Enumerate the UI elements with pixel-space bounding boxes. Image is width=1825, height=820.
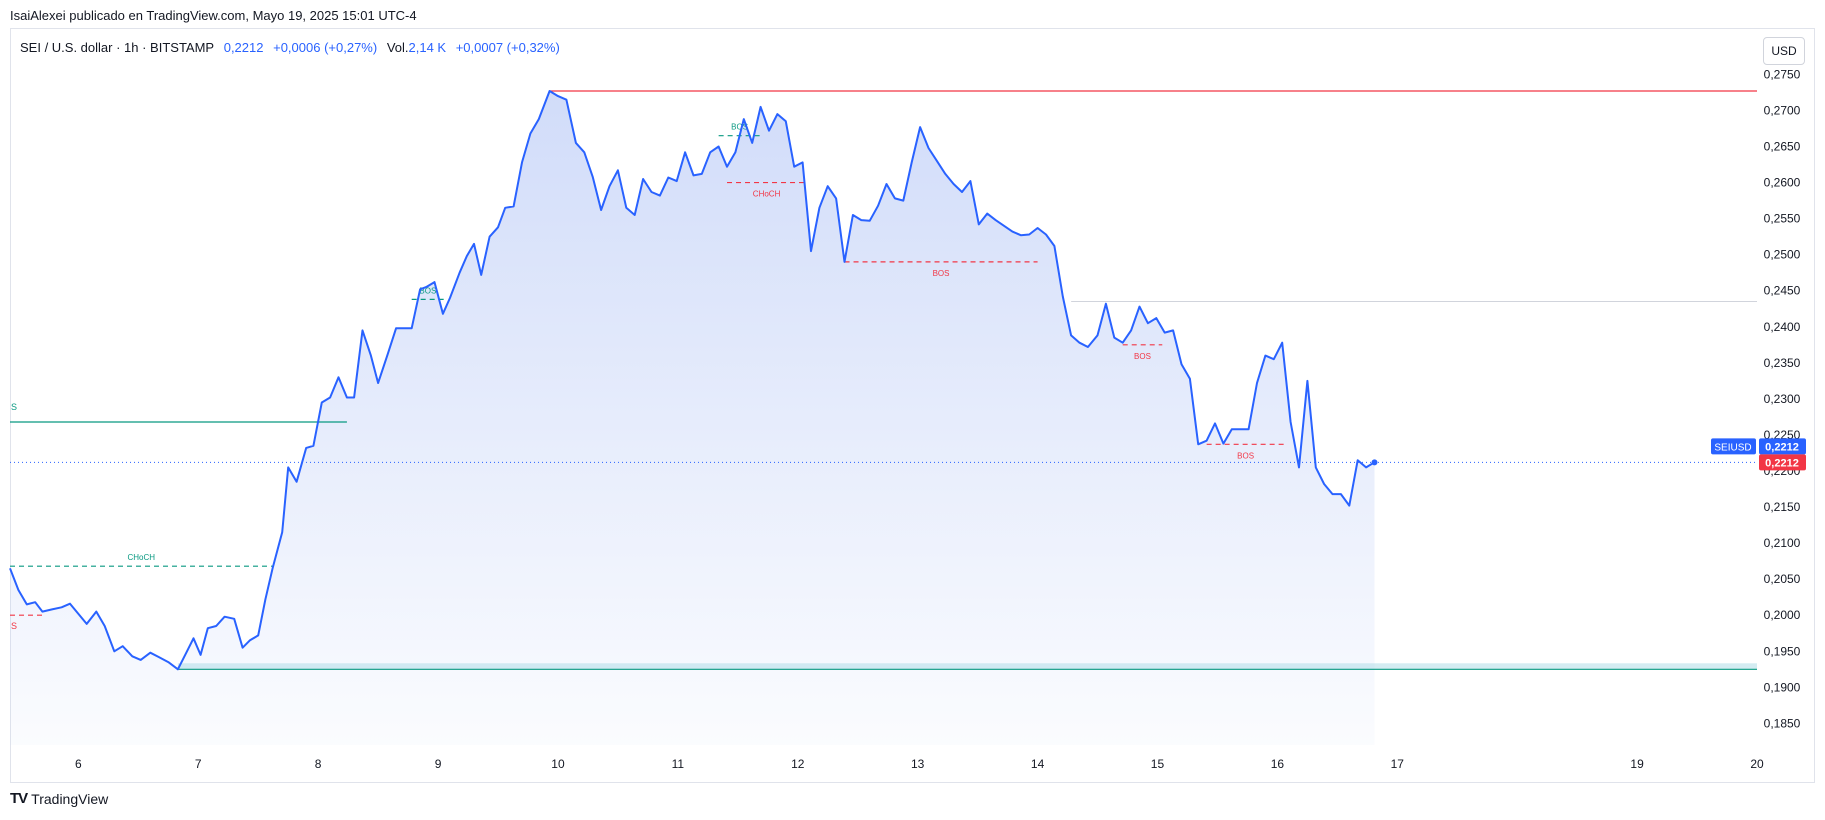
brand-name[interactable]: TradingView [31, 790, 109, 807]
y-tick-label: 0,2050 [1764, 572, 1801, 586]
x-tick-label: 12 [791, 757, 805, 771]
price-tag-value: 0,2212 [1765, 441, 1799, 453]
last-price-dot [1371, 459, 1378, 466]
price-change: +0,0006 (+0,27%) [273, 40, 378, 55]
tradingview-logo-icon[interactable]: TV [10, 790, 28, 807]
x-tick-label: 15 [1151, 757, 1165, 771]
x-tick-label: 10 [551, 757, 565, 771]
price-line [9, 90, 1376, 671]
y-tick-label: 0,2450 [1764, 284, 1801, 298]
y-tick-label: 0,2500 [1764, 248, 1801, 262]
annotation-bos-label: BOS [933, 269, 950, 278]
x-tick-label: 16 [1271, 757, 1285, 771]
y-tick-label: 0,2100 [1764, 536, 1801, 550]
close-tag-box [1759, 454, 1806, 471]
x-tick-label: 13 [911, 757, 925, 771]
x-tick-label: 6 [75, 757, 82, 771]
price-area [10, 91, 1375, 745]
y-tick-label: 0,2400 [1764, 320, 1801, 334]
annotation-s-label: S [11, 402, 17, 412]
symbol-legend: SEI / U.S. dollar · 1h · BITSTAMP 0,2212… [20, 40, 566, 55]
annotation-choch-label: CHoCH [753, 190, 781, 199]
y-tick-label: 0,2600 [1764, 176, 1801, 190]
x-tick-label: 8 [315, 757, 322, 771]
y-tick-label: 0,2550 [1764, 212, 1801, 226]
x-tick-label: 9 [435, 757, 442, 771]
symbol-tag-label: SEIUSD [1714, 442, 1751, 453]
x-tick-label: 20 [1750, 757, 1764, 771]
annotation-s-label: S [11, 621, 17, 631]
x-tick-label: 14 [1031, 757, 1045, 771]
y-tick-label: 0,2150 [1764, 500, 1801, 514]
y-tick-label: 0,2750 [1764, 67, 1801, 81]
currency-button[interactable]: USD [1763, 37, 1805, 65]
annotation-bos-label: BOS [419, 286, 436, 295]
x-tick-label: 7 [195, 757, 202, 771]
close-tag-value: 0,2212 [1765, 457, 1799, 469]
y-tick-label: 0,2000 [1764, 608, 1801, 622]
price-tag-box [1759, 438, 1806, 455]
volume-value: 2,14 K [408, 40, 447, 55]
annotation-bos-label: BOS [1237, 451, 1254, 460]
footer: TV TradingView [10, 790, 108, 807]
last-price: 0,2212 [223, 40, 264, 55]
x-tick-label: 19 [1630, 757, 1644, 771]
y-tick-label: 0,1850 [1764, 716, 1801, 730]
x-tick-label: 11 [672, 757, 685, 771]
annotation-bos-label: BOS [731, 123, 748, 132]
x-tick-label: 17 [1391, 757, 1405, 771]
symbol-tag-box [1711, 438, 1756, 455]
y-tick-label: 0,2350 [1764, 356, 1801, 370]
symbol-name[interactable]: SEI / U.S. dollar · 1h · BITSTAMP [20, 40, 215, 55]
volume-label: Vol. [386, 40, 409, 55]
support-band [177, 663, 1757, 670]
volume-change: +0,0007 (+0,32%) [455, 40, 560, 55]
y-tick-label: 0,1950 [1764, 644, 1801, 658]
y-tick-label: 0,2300 [1764, 392, 1801, 406]
y-tick-label: 0,2700 [1764, 103, 1801, 117]
y-tick-label: 0,2650 [1764, 140, 1801, 154]
y-tick-label: 0,1900 [1764, 680, 1801, 694]
annotation-bos-label: BOS [1134, 352, 1151, 361]
annotation-choch-label: CHoCH [128, 553, 156, 562]
publisher-line: IsaiAlexei publicado en TradingView.com,… [10, 8, 417, 23]
